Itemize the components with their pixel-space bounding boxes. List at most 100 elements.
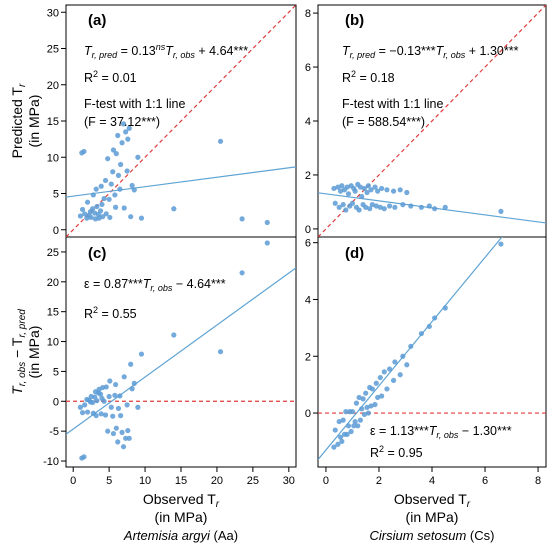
panel-b-point <box>442 204 448 210</box>
panel-c-point <box>101 398 107 404</box>
panel-c-point <box>264 240 270 246</box>
panel-a-point <box>113 151 119 157</box>
svg-text:Tr, obs − Tr, pred: Tr, obs − Tr, pred <box>9 309 28 395</box>
panel-a-point <box>115 172 122 178</box>
panel-a-point <box>121 205 127 211</box>
panel-b-point <box>349 200 356 206</box>
panel-d-point <box>359 406 365 412</box>
panel-b-point <box>357 184 364 190</box>
panel-a-y-tick-label: 5 <box>53 189 59 201</box>
panel-d-point <box>357 417 364 423</box>
panel-d-point <box>397 372 403 378</box>
panel-d-point <box>377 374 383 381</box>
panel-b-equation: Tr, pred = −0.13***Tr, obs + 1.30*** <box>342 44 519 60</box>
panel-a-point <box>93 186 99 192</box>
panel-c-point <box>108 404 114 410</box>
panel-d-point <box>361 411 367 418</box>
panel-c-point <box>94 398 100 404</box>
panel-c-point <box>102 412 109 418</box>
panel-c-point <box>110 430 117 437</box>
panel-c-y-tick-label: -5 <box>49 426 59 438</box>
panel-b-point <box>363 204 369 210</box>
panel-d-point <box>349 409 356 415</box>
panel-a-point <box>123 129 129 135</box>
panel-b-point <box>340 202 346 208</box>
panel-c-point <box>82 402 88 408</box>
x-axis-title-left: Observed Tr <box>143 491 220 510</box>
panel-d-point <box>432 315 438 321</box>
panel-c-point <box>106 393 112 400</box>
panel-c-equation: ε = 0.87***Tr, obs − 4.64*** <box>84 277 226 293</box>
panel-d-r2: R2 = 0.95 <box>370 444 423 460</box>
panel-d-point <box>400 353 406 359</box>
panel-a-point <box>100 214 106 220</box>
y-axis-title-bottom: Tr, obs − Tr, pred (in MPa) <box>9 309 42 395</box>
panel-d-y-tick-label: 6 <box>305 238 311 250</box>
panel-b-point <box>352 188 358 194</box>
panel-c-y-tick-label: 25 <box>47 247 59 259</box>
panel-d-point <box>363 390 369 396</box>
panel-c-point <box>117 393 123 399</box>
panel-d-point <box>442 305 448 311</box>
panel-b-y-tick-label: 4 <box>305 116 311 128</box>
panel-c-x-tick-label: 5 <box>106 475 112 487</box>
panel-b-point <box>386 203 393 209</box>
panel-a-y-tick-label: 0 <box>53 225 59 237</box>
y-axis-title-top: Predicted Tr (in MPa) <box>9 83 42 158</box>
panel-d-point <box>339 438 345 445</box>
panel-d-point <box>498 241 504 247</box>
panel-a-point <box>79 206 86 213</box>
panel-c-point <box>89 399 96 406</box>
svg-text:(in MPa): (in MPa) <box>26 95 42 148</box>
panel-b-point <box>336 204 342 210</box>
panel-a-y-tick-label: 30 <box>47 7 59 19</box>
panel-b-letter: (b) <box>345 12 364 29</box>
panel-a-point <box>107 214 113 221</box>
panel-a-point <box>82 211 88 217</box>
panel-a-fvalue: (F = 37.12***) <box>84 115 160 129</box>
panel-c-y-tick-label: -10 <box>43 456 59 468</box>
panel-c-x-tick-label: 20 <box>211 475 223 487</box>
panel-b-point <box>369 202 375 208</box>
panel-d-point <box>375 394 381 401</box>
panel-b-point <box>364 189 370 196</box>
panel-c-point <box>112 392 118 398</box>
panel-d-point <box>372 401 378 408</box>
panel-b-point <box>418 204 424 210</box>
panel-c-point <box>115 439 121 445</box>
panel-c-point <box>121 374 127 380</box>
panel-c-point <box>131 380 137 386</box>
panel-d-point <box>384 386 390 392</box>
panel-b-point <box>343 207 349 213</box>
panel-a-y-tick-label: 10 <box>47 152 59 164</box>
panel-d-point <box>390 377 397 383</box>
x-axis-unit-right: (in MPa) <box>406 509 459 525</box>
panel-a-point <box>110 169 116 175</box>
panel-b-point <box>365 183 371 189</box>
panel-c-letter: (c) <box>88 245 106 262</box>
panel-a-point <box>105 156 111 162</box>
panel-c-x-tick-label: 15 <box>175 475 187 487</box>
panel-d-point <box>369 386 375 392</box>
panel-c-point <box>79 410 86 416</box>
panel-c-point <box>217 349 224 355</box>
panel-b-point <box>335 184 341 190</box>
panel-c-point <box>138 351 145 357</box>
svg-text:Predicted Tr: Predicted Tr <box>9 83 28 158</box>
panel-a-ftest: F-test with 1:1 line <box>84 97 185 111</box>
panel-b-point <box>372 184 378 190</box>
panel-b-y-tick-label: 2 <box>305 170 311 182</box>
panel-a-point <box>103 211 109 217</box>
panel-a-point <box>98 183 104 189</box>
panel-c-y-tick-label: 10 <box>47 337 59 349</box>
panel-b-point <box>368 187 374 193</box>
panel-c-x-tick-label: 25 <box>247 475 259 487</box>
panel-c-point <box>77 404 83 410</box>
panel-d-point <box>368 403 374 409</box>
panel-c-point <box>105 428 111 434</box>
panel-d-point <box>340 417 346 423</box>
x-axis-unit-left: (in MPa) <box>155 509 208 525</box>
panel-a-point <box>124 168 130 174</box>
